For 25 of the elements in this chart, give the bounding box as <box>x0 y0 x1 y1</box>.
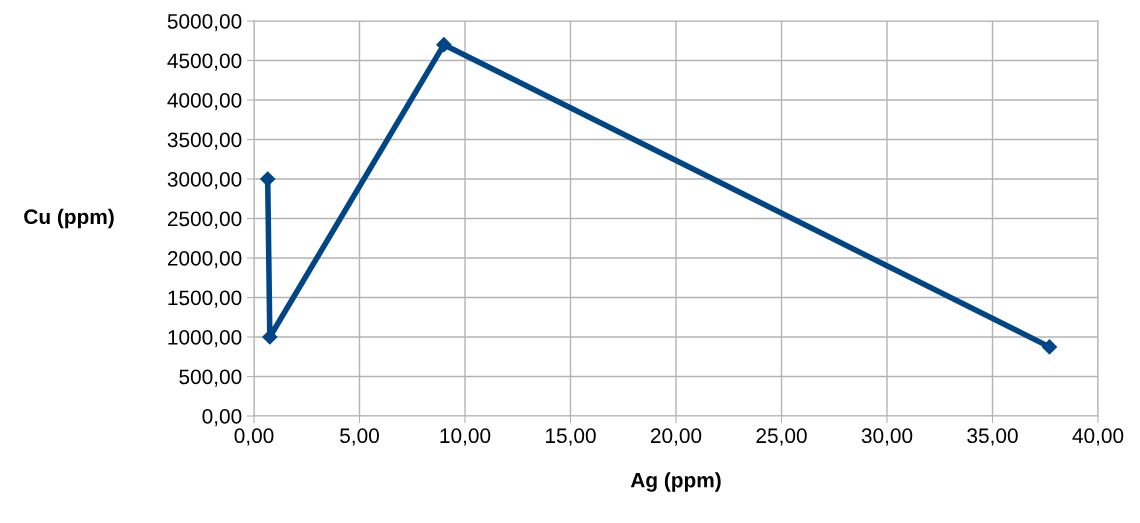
y-tick-label: 1500,00 <box>168 290 242 308</box>
y-tick-label: 2500,00 <box>167 211 242 229</box>
x-tick-label: 40,00 <box>1072 428 1124 446</box>
x-tick-label: 15,00 <box>546 428 596 446</box>
y-tick-label: 3000,00 <box>167 172 242 190</box>
y-tick-label: 1000,00 <box>168 330 242 348</box>
x-tick-label: 10,00 <box>440 428 491 446</box>
point <box>436 37 452 53</box>
y-tick-label: 3500,00 <box>167 132 242 150</box>
y-tick-label: 5000,00 <box>167 14 242 32</box>
x-axis-title: Ag (ppm) <box>630 472 721 492</box>
x-tick-label: 25,00 <box>756 428 807 446</box>
y-tick-label: 2000,00 <box>167 251 242 269</box>
x-tick-label: 35,00 <box>967 428 1018 446</box>
y-tick-label: 4000,00 <box>167 93 242 111</box>
y-axis-title: Cu (ppm) <box>24 208 114 229</box>
x-tick-label: 20,00 <box>650 428 702 446</box>
x-tick-label: 0,00 <box>234 428 274 446</box>
point <box>1041 339 1058 355</box>
y-tick-label: 0,00 <box>202 409 242 427</box>
y-tick-label: 4500,00 <box>167 53 242 71</box>
x-tick-label: 5,00 <box>340 428 379 446</box>
y-tick-label: 500,00 <box>179 369 242 387</box>
point <box>260 171 276 187</box>
x-tick-label: 30,00 <box>861 428 913 446</box>
